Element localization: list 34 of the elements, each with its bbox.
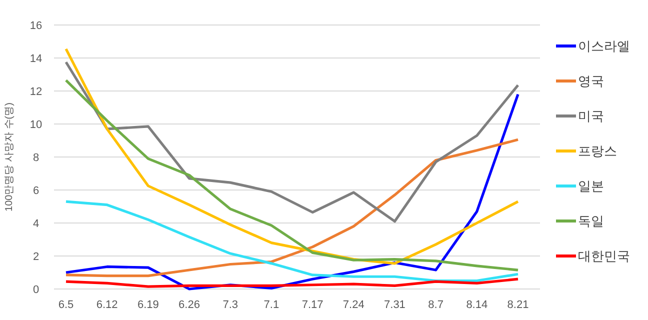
y-tick-label: 0 — [32, 284, 40, 296]
x-tick-label: 8.14 — [466, 299, 488, 311]
y-tick-label: 12 — [30, 86, 42, 98]
line-series — [64, 60, 520, 223]
legend-label: 미국 — [578, 108, 604, 124]
line-series — [64, 78, 520, 272]
legend-label: 대한민국 — [578, 248, 630, 264]
y-tick-label: 16 — [30, 20, 42, 32]
legend-label: 독일 — [578, 214, 604, 229]
y-tick-label: 14 — [30, 52, 42, 65]
legend-label: 이스라엘 — [578, 38, 630, 54]
x-tick-label: 6.26 — [178, 299, 200, 311]
x-tick-label: 7.31 — [384, 299, 406, 311]
line-series — [64, 278, 520, 288]
x-tick-label: 8.7 — [428, 299, 444, 311]
x-tick-label: 7.24 — [342, 299, 364, 311]
legend-label: 영국 — [578, 74, 604, 89]
x-tick-label: 6.5 — [58, 299, 74, 311]
x-tick-label: 7.1 — [264, 299, 280, 311]
x-tick-label: 7.17 — [302, 299, 324, 311]
x-tick-label: 6.19 — [137, 299, 159, 311]
legend-label: 일본 — [578, 178, 604, 194]
line-series — [64, 200, 520, 282]
y-axis-title: 100만명당 사망자 수(명) — [4, 102, 15, 212]
y-tick-label: 8 — [32, 152, 40, 164]
y-tick-label: 6 — [32, 184, 40, 197]
line-series — [64, 138, 520, 278]
legend-label: 프랑스 — [578, 144, 617, 159]
y-tick-label: 4 — [32, 218, 40, 230]
x-tick-label: 7.3 — [222, 299, 238, 311]
x-tick-label: 8.21 — [507, 299, 529, 311]
y-tick-label: 2 — [32, 250, 40, 263]
x-tick-label: 6.12 — [96, 299, 118, 311]
y-tick-label: 10 — [30, 118, 42, 131]
